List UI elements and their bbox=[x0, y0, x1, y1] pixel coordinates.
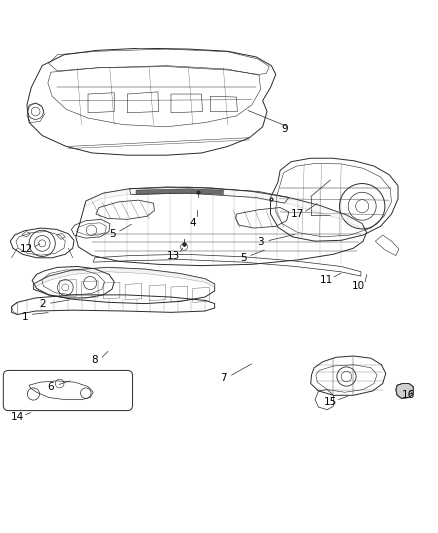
Text: 13: 13 bbox=[166, 251, 180, 261]
Polygon shape bbox=[86, 187, 363, 229]
Text: 11: 11 bbox=[319, 274, 332, 285]
Text: 5: 5 bbox=[240, 253, 246, 263]
Text: 3: 3 bbox=[257, 238, 264, 247]
Text: 7: 7 bbox=[220, 373, 227, 383]
Text: 5: 5 bbox=[109, 229, 115, 239]
Text: 16: 16 bbox=[402, 390, 416, 400]
Text: 17: 17 bbox=[291, 209, 304, 219]
Text: 8: 8 bbox=[91, 356, 98, 365]
Text: 6: 6 bbox=[48, 382, 54, 392]
Text: 12: 12 bbox=[20, 244, 34, 254]
Text: 10: 10 bbox=[352, 281, 365, 291]
Polygon shape bbox=[33, 268, 215, 287]
Polygon shape bbox=[136, 189, 223, 195]
Text: 9: 9 bbox=[281, 124, 288, 134]
Text: 2: 2 bbox=[39, 298, 46, 309]
Text: 4: 4 bbox=[190, 218, 196, 228]
Text: 1: 1 bbox=[21, 312, 28, 322]
Text: 14: 14 bbox=[11, 412, 24, 422]
Text: 15: 15 bbox=[324, 397, 337, 407]
Polygon shape bbox=[396, 384, 413, 398]
